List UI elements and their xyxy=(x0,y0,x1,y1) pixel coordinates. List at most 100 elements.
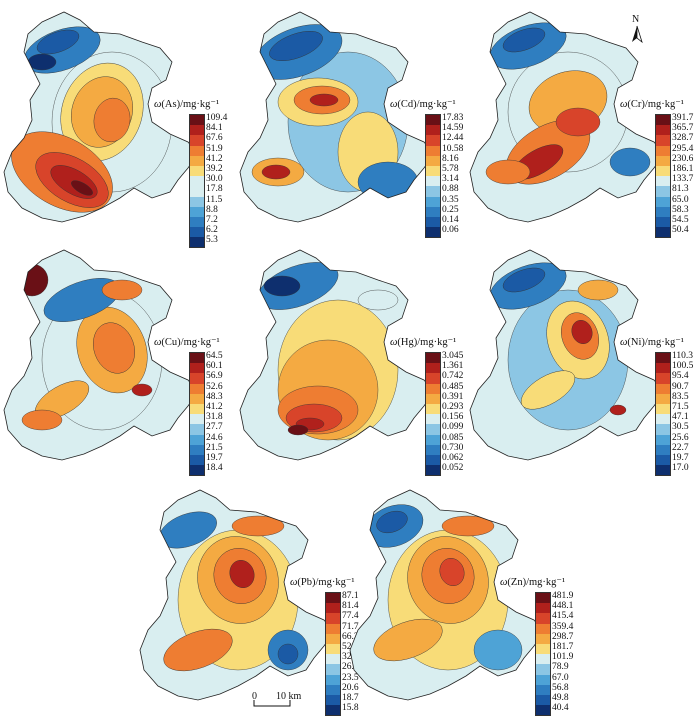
contour-zone-as-7 xyxy=(93,97,131,143)
contour-zone-cu-5 xyxy=(131,383,153,397)
contour-zone-cd-5 xyxy=(261,164,291,180)
legend-title-unit: (As)/mg·kg⁻¹ xyxy=(161,99,220,110)
legend-swatch xyxy=(190,363,204,374)
legend-value: 415.4 xyxy=(552,611,574,622)
map-panel-hg: ω(Hg)/mg·kg⁻¹ 3.045 1.361 0.742 0.485 0.391 0.… xyxy=(238,240,468,480)
legend-value: 20.6 xyxy=(342,682,359,693)
legend-value: 391.7 xyxy=(672,113,694,123)
legend-swatch xyxy=(426,115,440,126)
region-outline-as xyxy=(3,11,199,223)
legend-swatch xyxy=(656,403,670,415)
scale-label-zero: 0 xyxy=(252,691,257,702)
contour-zone-cu-8 xyxy=(101,279,143,301)
legend-swatch xyxy=(426,145,440,156)
legend-swatch xyxy=(326,603,340,614)
legend-swatch xyxy=(190,424,204,435)
legend-value: 17.8 xyxy=(206,184,223,195)
contour-zone-cr-5 xyxy=(555,107,601,137)
map-cu xyxy=(3,249,199,461)
legend-swatch xyxy=(656,393,670,404)
legend-value: 31.8 xyxy=(206,412,223,423)
legend-swatch xyxy=(656,414,670,425)
legend-value: 18.7 xyxy=(342,693,359,704)
legend-values-cr: 391.7 365.7 328.7 295.4 230.6 186.1 133.7 81.3 6… xyxy=(672,113,693,235)
legend-value: 83.5 xyxy=(672,391,689,402)
legend-value: 448.1 xyxy=(552,601,574,612)
contour-zone-cu-2 xyxy=(93,322,135,374)
contour-zone-hg-5 xyxy=(287,424,309,436)
legend-value: 90.7 xyxy=(672,381,689,392)
region-outline-ni xyxy=(469,249,665,461)
legend-value: 67.0 xyxy=(552,672,569,683)
contour-zone-hg-7 xyxy=(263,275,301,297)
contour-zone-cr-7 xyxy=(502,27,546,53)
legend-value: 17.0 xyxy=(672,463,689,474)
legend-value: 49.8 xyxy=(552,693,569,704)
legend-ramp-zn xyxy=(535,592,551,717)
legend-title-cr: ω(Cr)/mg·kg⁻¹ xyxy=(620,98,684,110)
legend-value: 133.7 xyxy=(672,174,694,185)
legend-value: 66.3 xyxy=(342,631,359,642)
scale-label-distance: 10 km xyxy=(276,691,302,702)
legend-value: 51.9 xyxy=(206,143,223,154)
legend-ramp-cr xyxy=(655,114,671,239)
legend-swatch xyxy=(536,603,550,614)
legend-title-symbol: ω xyxy=(154,337,162,348)
legend-swatch xyxy=(190,135,204,146)
legend-swatch xyxy=(656,454,670,466)
legend-swatch xyxy=(190,403,204,415)
legend-swatch xyxy=(656,465,670,476)
legend-swatch xyxy=(536,654,550,665)
legend-swatch xyxy=(190,155,204,166)
legend-value: 110.3 xyxy=(672,351,694,361)
legend-value: 19.7 xyxy=(206,453,223,464)
legend-title-unit: (Cr)/mg·kg⁻¹ xyxy=(627,99,684,110)
map-cd xyxy=(239,11,435,223)
contour-zone-pb-4 xyxy=(163,628,233,672)
legend-swatch xyxy=(656,444,670,455)
legend-value: 64.5 xyxy=(206,351,223,361)
legend-title-unit: (Zn)/mg·kg⁻¹ xyxy=(507,577,566,588)
map-panel-cu: ω(Cu)/mg·kg⁻¹ 64.5 60.1 56.9 52.6 48.3 41.2 31.… xyxy=(2,240,232,480)
legend-value: 30.0 xyxy=(206,174,223,185)
legend-swatch xyxy=(190,165,204,177)
contour-zone-ni-4 xyxy=(520,370,576,410)
legend-swatch xyxy=(656,424,670,435)
legend-value: 65.0 xyxy=(672,194,689,205)
legend-swatch xyxy=(326,654,340,665)
legend-swatch xyxy=(656,227,670,238)
legend-value: 0.085 xyxy=(442,432,464,443)
legend-ramp-as xyxy=(189,114,205,249)
legend-value: 81.4 xyxy=(342,601,359,612)
legend-value: 0.293 xyxy=(442,402,464,413)
legend-value: 5.78 xyxy=(442,164,459,175)
legend-swatch xyxy=(426,186,440,197)
legend-swatch xyxy=(536,705,550,716)
legend-swatch xyxy=(426,444,440,455)
legend-swatch xyxy=(326,633,340,644)
legend-swatch xyxy=(190,353,204,364)
map-panel-cr: ω(Cr)/mg·kg⁻¹ 391.7 365.7 328.7 295.4 230.6 18… xyxy=(468,2,698,242)
contour-zone-pb-8 xyxy=(231,515,285,537)
legend-swatch xyxy=(656,135,670,146)
legend-swatch xyxy=(536,684,550,695)
legend-value: 109.4 xyxy=(206,113,228,123)
legend-value: 30.5 xyxy=(672,422,689,433)
legend-swatch xyxy=(190,434,204,445)
legend-swatch xyxy=(656,115,670,126)
legend-value: 52.2 xyxy=(342,642,359,653)
legend-swatch xyxy=(326,684,340,695)
legend-value: 27.7 xyxy=(206,422,223,433)
legend-value: 100.5 xyxy=(672,361,694,372)
legend-value: 0.062 xyxy=(442,453,464,464)
legend-swatch xyxy=(656,186,670,197)
legend-value: 295.4 xyxy=(672,143,694,154)
legend-swatch xyxy=(656,165,670,177)
legend-value: 101.9 xyxy=(552,652,574,663)
map-hg xyxy=(239,249,435,461)
contour-zone-zn-7 xyxy=(376,510,408,534)
contour-zone-ni-5 xyxy=(609,404,627,416)
legend-value: 0.88 xyxy=(442,184,459,195)
contour-zone-hg-8 xyxy=(357,289,399,311)
legend-swatch xyxy=(326,705,340,716)
